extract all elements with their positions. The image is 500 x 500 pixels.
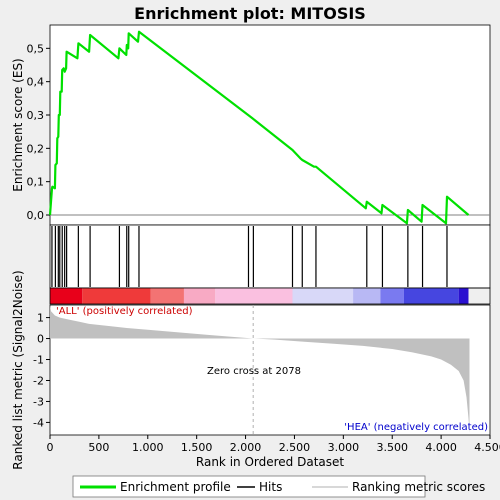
metric-y-tick-label: -4 — [33, 416, 44, 429]
es-plot-area — [49, 24, 491, 226]
x-tick-label: 500 — [88, 441, 109, 454]
metric-y-tick-label: 1 — [37, 312, 44, 325]
heatmap-segment — [82, 288, 151, 304]
x-tick-label: 1.500 — [181, 441, 213, 454]
positively-correlated-label: 'ALL' (positively correlated) — [56, 306, 193, 317]
negatively-correlated-label: 'HEA' (negatively correlated) — [344, 422, 488, 433]
x-tick-label: 2.500 — [279, 441, 311, 454]
x-axis-label: Rank in Ordered Dataset — [196, 455, 344, 469]
zero-cross-label: Zero cross at 2078 — [207, 366, 301, 377]
es-y-tick-label: 0,0 — [27, 209, 45, 222]
legend-label: Ranking metric scores — [352, 480, 485, 494]
heatmap-segment — [353, 288, 381, 304]
ranking-metric-area — [50, 305, 470, 433]
legend-label: Hits — [259, 480, 282, 494]
es-y-tick-label: 0,1 — [27, 176, 45, 189]
es-y-tick-label: 0,2 — [27, 142, 45, 155]
metric-y-tick-label: 0 — [37, 333, 44, 346]
metric-plot-area — [49, 304, 491, 436]
heatmap-border — [49, 287, 491, 305]
legend-label: Enrichment profile — [120, 480, 231, 494]
heatmap-segment — [292, 288, 354, 304]
heatmap-segment — [380, 288, 404, 304]
metric-y-tick-label: -1 — [33, 354, 44, 367]
metric-y-axis-label: Ranked list metric (Signal2Noise) — [11, 270, 25, 469]
chart-title: Enrichment plot: MITOSIS — [134, 4, 366, 23]
enrichment-profile-line — [48, 30, 470, 225]
x-tick-label: 3.500 — [376, 441, 408, 454]
heatmap-segment — [403, 288, 459, 304]
heatmap-segment — [50, 288, 83, 304]
x-tick-label: 1.000 — [132, 441, 164, 454]
x-tick-label: 4.000 — [425, 441, 457, 454]
es-y-tick-label: 0,5 — [27, 42, 45, 55]
metric-y-tick-label: -3 — [33, 395, 44, 408]
es-y-tick-label: 0,4 — [27, 76, 45, 89]
hits-area — [49, 224, 491, 289]
es-y-tick-label: 0,3 — [27, 109, 45, 122]
x-tick-label: 0 — [47, 441, 54, 454]
heatmap-segment — [215, 288, 293, 304]
x-tick-label: 4.500 — [474, 441, 500, 454]
x-tick-label: 2.000 — [230, 441, 262, 454]
es-y-axis-label: Enrichment score (ES) — [11, 58, 25, 191]
heatmap-segment — [458, 288, 469, 304]
x-tick-label: 3.000 — [328, 441, 360, 454]
heatmap-segment — [150, 288, 184, 304]
heatmap-segment — [183, 288, 216, 304]
metric-y-tick-label: -2 — [33, 374, 44, 387]
